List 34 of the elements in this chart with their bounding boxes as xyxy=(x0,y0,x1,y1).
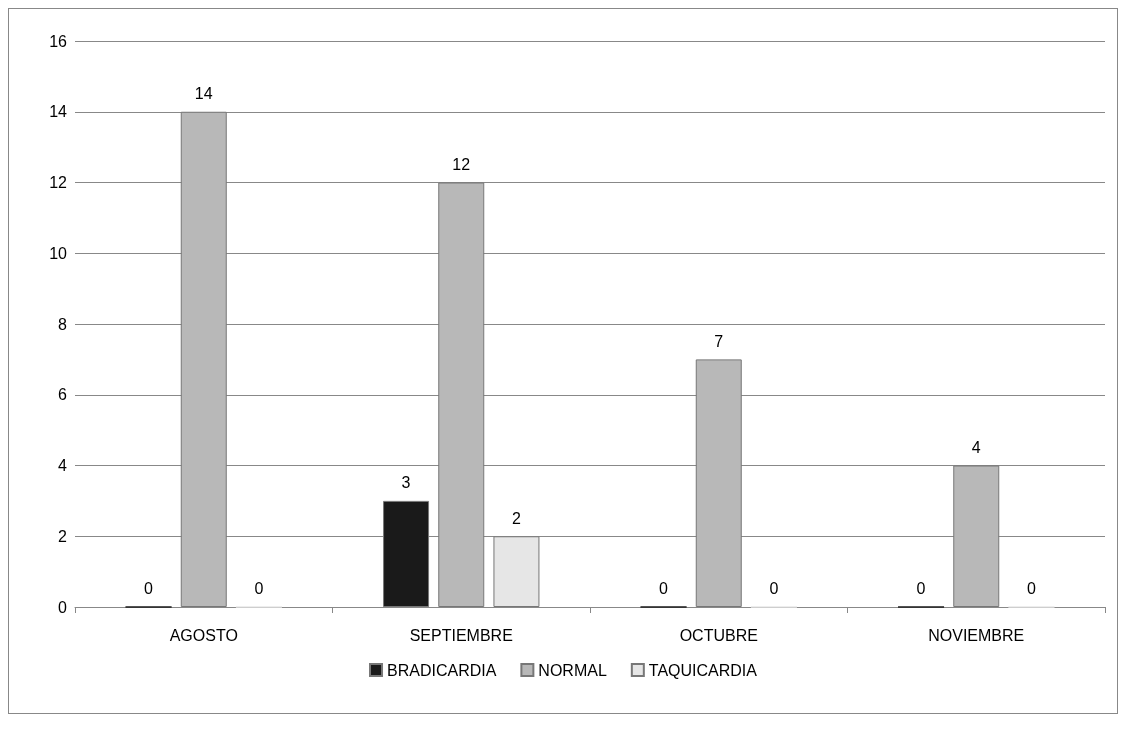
data-label: 0 xyxy=(1027,580,1036,597)
bar xyxy=(180,111,227,607)
y-tick-label: 12 xyxy=(49,174,68,191)
data-label: 0 xyxy=(659,580,669,597)
legend-label: TAQUICARDIA xyxy=(648,661,758,679)
data-label: 7 xyxy=(714,332,724,350)
x-tick-label: NOVIEMBRE xyxy=(928,626,1025,644)
data-label: 2 xyxy=(512,509,521,527)
y-tick-label: 16 xyxy=(49,32,68,50)
data-label: 0 xyxy=(769,580,779,597)
y-tick-label: 2 xyxy=(58,527,68,545)
bar xyxy=(383,500,430,607)
bar xyxy=(953,465,1000,607)
bar xyxy=(438,182,485,607)
x-tick-label: SEPTIEMBRE xyxy=(409,626,513,644)
legend-label: NORMAL xyxy=(538,661,607,679)
y-tick-label: 14 xyxy=(49,103,68,121)
bar xyxy=(493,536,540,607)
y-tick-label: 0 xyxy=(58,598,68,616)
y-tick-label: 4 xyxy=(58,457,68,474)
data-label: 0 xyxy=(254,580,264,597)
data-label: 4 xyxy=(971,439,981,456)
legend-label: BRADICARDIA xyxy=(387,661,497,679)
data-label: 0 xyxy=(144,580,154,597)
data-label: 14 xyxy=(194,85,213,103)
y-tick-label: 10 xyxy=(49,244,68,262)
bar xyxy=(695,359,742,607)
data-label: 3 xyxy=(401,474,411,492)
data-label: 12 xyxy=(452,156,471,173)
y-tick-label: 8 xyxy=(58,315,68,333)
x-tick-label: OCTUBRE xyxy=(679,626,758,644)
data-label: 0 xyxy=(916,580,926,597)
y-tick-label: 6 xyxy=(58,386,68,404)
x-tick-label: AGOSTO xyxy=(169,626,238,644)
